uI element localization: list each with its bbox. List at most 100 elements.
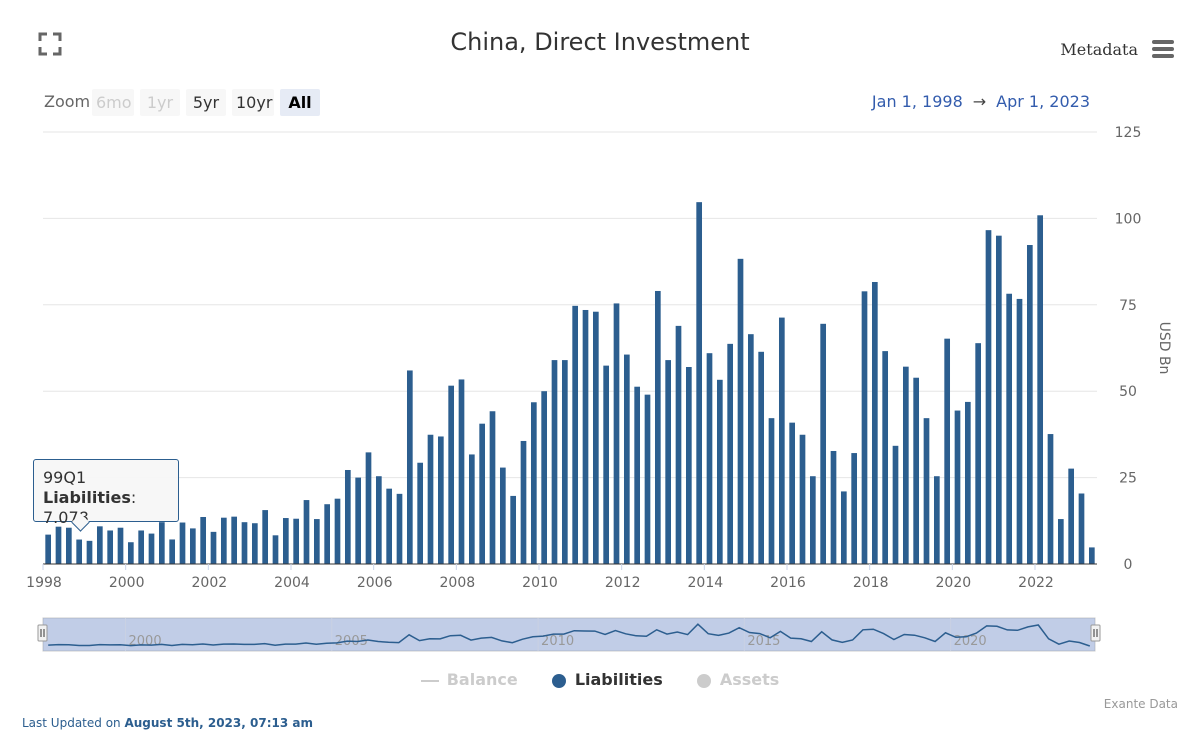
bar[interactable]: [944, 338, 951, 564]
bar[interactable]: [479, 423, 486, 564]
bar[interactable]: [799, 434, 806, 564]
zoom-5yr-button[interactable]: 5yr: [186, 89, 226, 116]
bar[interactable]: [375, 476, 382, 564]
zoom-10yr-button[interactable]: 10yr: [232, 89, 274, 116]
legend-item-liabilities[interactable]: Liabilities: [551, 670, 663, 689]
bar[interactable]: [117, 527, 124, 564]
bar[interactable]: [334, 498, 341, 564]
bar[interactable]: [582, 309, 589, 564]
bar[interactable]: [623, 354, 630, 564]
bar[interactable]: [892, 445, 899, 564]
bar[interactable]: [530, 402, 537, 564]
bar[interactable]: [520, 440, 527, 564]
bar[interactable]: [1088, 547, 1095, 564]
bar[interactable]: [220, 517, 227, 564]
bar[interactable]: [169, 539, 176, 564]
bar[interactable]: [344, 469, 351, 564]
hamburger-menu-icon[interactable]: [1152, 40, 1174, 60]
navigator-right-handle[interactable]: [1090, 624, 1101, 642]
bar[interactable]: [613, 303, 620, 564]
bar[interactable]: [561, 360, 568, 564]
bar[interactable]: [489, 411, 496, 564]
zoom-1yr-button[interactable]: 1yr: [140, 89, 180, 116]
bar[interactable]: [902, 366, 909, 564]
bar[interactable]: [572, 305, 579, 564]
bar[interactable]: [365, 452, 372, 564]
bar[interactable]: [324, 504, 331, 564]
bar[interactable]: [634, 386, 641, 564]
bar[interactable]: [995, 235, 1002, 564]
bar[interactable]: [603, 365, 610, 564]
bar[interactable]: [179, 522, 186, 564]
bar[interactable]: [654, 290, 661, 564]
bar[interactable]: [871, 281, 878, 564]
navigator-left-handle[interactable]: [37, 624, 48, 642]
bar[interactable]: [437, 436, 444, 564]
bar[interactable]: [107, 530, 114, 564]
bar[interactable]: [127, 542, 134, 564]
bar[interactable]: [396, 493, 403, 564]
bar[interactable]: [468, 454, 475, 564]
bar[interactable]: [861, 291, 868, 564]
bar[interactable]: [551, 360, 558, 564]
fullscreen-icon[interactable]: [38, 32, 62, 56]
bar[interactable]: [1068, 468, 1075, 564]
bar[interactable]: [975, 343, 982, 564]
bar[interactable]: [985, 230, 992, 565]
bar[interactable]: [737, 258, 744, 564]
bar[interactable]: [417, 462, 424, 564]
bar[interactable]: [210, 531, 217, 564]
bar[interactable]: [406, 370, 413, 564]
bar[interactable]: [158, 522, 165, 564]
bar[interactable]: [913, 377, 920, 564]
bar[interactable]: [685, 367, 692, 564]
bar[interactable]: [933, 476, 940, 564]
bar[interactable]: [727, 343, 734, 564]
metadata-button[interactable]: Metadata: [1060, 40, 1138, 59]
bar[interactable]: [665, 360, 672, 564]
bar[interactable]: [386, 488, 393, 564]
bar[interactable]: [1057, 519, 1064, 564]
bar[interactable]: [592, 311, 599, 564]
bar[interactable]: [820, 323, 827, 564]
bar[interactable]: [758, 351, 765, 564]
bar[interactable]: [954, 410, 961, 564]
zoom-6mo-button[interactable]: 6mo: [92, 89, 134, 116]
bar[interactable]: [768, 418, 775, 564]
bar[interactable]: [138, 530, 145, 564]
bar[interactable]: [355, 477, 362, 564]
bar[interactable]: [541, 391, 548, 564]
bar[interactable]: [293, 518, 300, 564]
bar[interactable]: [427, 434, 434, 564]
legend-item-balance[interactable]: Balance: [420, 670, 518, 689]
bar[interactable]: [1006, 293, 1013, 564]
bar[interactable]: [200, 516, 207, 564]
bar[interactable]: [675, 325, 682, 564]
bar[interactable]: [1078, 493, 1085, 564]
bar[interactable]: [448, 385, 455, 564]
bar[interactable]: [189, 528, 196, 564]
legend-item-assets[interactable]: Assets: [696, 670, 779, 689]
bar[interactable]: [716, 379, 723, 564]
bar[interactable]: [778, 317, 785, 564]
bar[interactable]: [45, 534, 52, 564]
bar[interactable]: [882, 351, 889, 564]
credits-link[interactable]: Exante Data: [1103, 697, 1178, 711]
bar[interactable]: [231, 516, 238, 564]
bar[interactable]: [251, 523, 258, 564]
bar[interactable]: [851, 453, 858, 564]
bar[interactable]: [458, 379, 465, 564]
bar[interactable]: [809, 476, 816, 564]
bar[interactable]: [1026, 245, 1033, 564]
bar[interactable]: [747, 334, 754, 564]
bar[interactable]: [55, 526, 62, 564]
bar[interactable]: [830, 450, 837, 564]
bar[interactable]: [789, 422, 796, 564]
bar[interactable]: [1037, 215, 1044, 564]
bar[interactable]: [840, 491, 847, 564]
bar[interactable]: [1047, 434, 1054, 564]
bar[interactable]: [96, 526, 103, 564]
bar[interactable]: [262, 510, 269, 564]
bar[interactable]: [510, 495, 517, 564]
bar[interactable]: [148, 533, 155, 564]
